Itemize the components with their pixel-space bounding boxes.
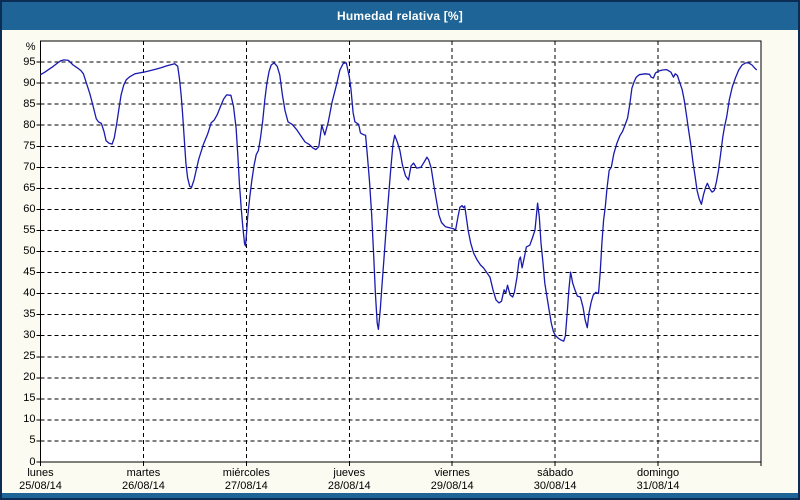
y-tick-label-60: 60 <box>23 202 36 215</box>
y-tick-label-65: 65 <box>23 181 36 194</box>
y-tick-label-5: 5 <box>29 434 36 447</box>
day-name: miércoles <box>222 467 270 479</box>
y-tick-label-15: 15 <box>23 392 36 405</box>
day-name: domingo <box>636 467 680 479</box>
chart-title: Humedad relativa [%] <box>336 9 464 23</box>
day-name: lunes <box>27 467 54 479</box>
day-name: viernes <box>434 467 470 479</box>
day-name: jueves <box>333 467 366 479</box>
y-tick-label-40: 40 <box>23 287 36 300</box>
day-date: 30/08/14 <box>533 480 577 492</box>
y-axis-unit-label: % <box>25 41 36 54</box>
y-tick-label-25: 25 <box>23 350 36 363</box>
y-tick-label-0: 0 <box>29 455 36 468</box>
series-line-humedad-relativa <box>40 59 758 342</box>
day-date: 29/08/14 <box>430 480 474 492</box>
x-axis-day-label-jueves: jueves 28/08/14 <box>301 467 397 493</box>
x-axis-day-label-viernes: viernes 29/08/14 <box>404 467 500 493</box>
y-tick-label-50: 50 <box>23 245 36 257</box>
y-tick-label-70: 70 <box>23 160 36 173</box>
day-date: 31/08/14 <box>636 480 680 492</box>
y-tick-label-85: 85 <box>23 97 36 110</box>
bottom-accent-bar <box>2 493 798 498</box>
y-tick-label-55: 55 <box>23 223 36 236</box>
y-tick-label-80: 80 <box>23 118 36 131</box>
y-tick-label-30: 30 <box>23 329 36 342</box>
y-tick-label-45: 45 <box>23 266 36 279</box>
x-axis-day-label-martes: martes 26/08/14 <box>95 467 191 493</box>
day-date: 26/08/14 <box>122 480 165 492</box>
plot-frame <box>40 40 762 463</box>
x-axis-day-label-miércoles: miércoles 27/08/14 <box>198 467 294 493</box>
day-date: 28/08/14 <box>327 480 371 492</box>
y-tick-label-35: 35 <box>23 308 36 321</box>
day-date: 27/08/14 <box>224 480 268 492</box>
y-tick-label-10: 10 <box>23 413 36 426</box>
day-date: 25/08/14 <box>19 480 62 492</box>
day-name: martes <box>126 467 161 479</box>
y-tick-label-90: 90 <box>23 76 36 89</box>
chart-title-bar: Humedad relativa [%] <box>2 2 798 30</box>
y-tick-label-75: 75 <box>23 139 36 152</box>
day-name: sábado <box>537 467 574 479</box>
x-axis-day-label-lunes: lunes 25/08/14 <box>2 467 89 493</box>
y-tick-label-95: 95 <box>23 55 36 68</box>
x-axis-day-label-domingo: domingo 31/08/14 <box>610 467 706 493</box>
y-tick-label-20: 20 <box>23 371 36 384</box>
x-axis-day-label-sábado: sábado 30/08/14 <box>507 467 603 493</box>
